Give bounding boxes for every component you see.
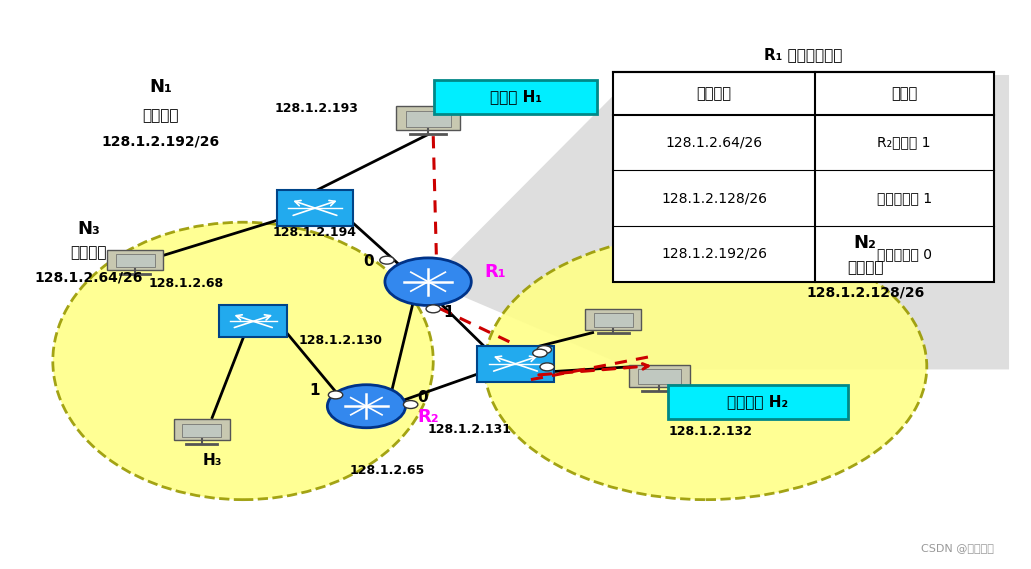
Circle shape xyxy=(533,349,547,357)
FancyBboxPatch shape xyxy=(174,419,230,440)
Text: 128.1.2.128/26: 128.1.2.128/26 xyxy=(661,191,767,205)
Text: R₂: R₂ xyxy=(418,408,439,426)
FancyBboxPatch shape xyxy=(613,72,994,282)
Text: CSDN @盒马盒马: CSDN @盒马盒马 xyxy=(921,543,994,554)
FancyBboxPatch shape xyxy=(115,254,155,267)
Text: 网络前缀: 网络前缀 xyxy=(846,260,884,275)
Text: 下一跳: 下一跳 xyxy=(891,86,918,101)
Text: 128.1.2.64/26: 128.1.2.64/26 xyxy=(665,135,763,150)
Text: H₃: H₃ xyxy=(202,452,222,468)
Text: 目的主机 H₂: 目的主机 H₂ xyxy=(727,394,789,409)
Ellipse shape xyxy=(53,222,433,500)
Text: 直接，接口 0: 直接，接口 0 xyxy=(876,247,932,261)
Text: 源主机 H₁: 源主机 H₁ xyxy=(490,89,541,105)
Text: 128.1.2.193: 128.1.2.193 xyxy=(274,102,358,115)
Text: 128.1.2.128/26: 128.1.2.128/26 xyxy=(806,286,924,300)
FancyBboxPatch shape xyxy=(638,369,680,384)
Text: 网络前缀: 网络前缀 xyxy=(142,108,179,123)
Text: 0: 0 xyxy=(418,390,428,405)
Text: 128.1.2.131: 128.1.2.131 xyxy=(427,423,511,436)
Text: 128.1.2.192/26: 128.1.2.192/26 xyxy=(102,135,220,149)
Text: R₂，接口 1: R₂，接口 1 xyxy=(877,135,931,150)
FancyBboxPatch shape xyxy=(107,250,163,270)
Text: 128.1.2.132: 128.1.2.132 xyxy=(669,424,753,438)
Text: N₂: N₂ xyxy=(854,234,876,251)
FancyBboxPatch shape xyxy=(277,190,353,226)
FancyBboxPatch shape xyxy=(220,306,288,337)
FancyBboxPatch shape xyxy=(594,314,633,327)
Text: N₃: N₃ xyxy=(77,220,100,237)
FancyBboxPatch shape xyxy=(396,106,460,130)
Text: 128.1.2.194: 128.1.2.194 xyxy=(273,226,357,240)
Polygon shape xyxy=(428,75,1009,369)
Circle shape xyxy=(426,305,440,313)
Text: 1: 1 xyxy=(443,305,454,320)
Circle shape xyxy=(403,401,418,409)
Circle shape xyxy=(327,385,405,428)
Text: 128.1.2.130: 128.1.2.130 xyxy=(299,334,383,347)
FancyBboxPatch shape xyxy=(477,345,554,382)
Circle shape xyxy=(379,256,394,264)
FancyBboxPatch shape xyxy=(434,80,597,114)
Text: 0: 0 xyxy=(363,254,374,269)
FancyBboxPatch shape xyxy=(405,111,451,127)
Text: 128.1.2.68: 128.1.2.68 xyxy=(148,277,224,290)
Text: 128.1.2.65: 128.1.2.65 xyxy=(350,464,425,477)
FancyBboxPatch shape xyxy=(586,309,641,330)
Text: 直接，接口 1: 直接，接口 1 xyxy=(876,191,932,205)
Text: N₁: N₁ xyxy=(149,78,172,96)
FancyBboxPatch shape xyxy=(668,385,847,419)
Text: 128.1.2.192/26: 128.1.2.192/26 xyxy=(661,247,767,261)
Circle shape xyxy=(540,363,555,371)
Text: 网络前缀: 网络前缀 xyxy=(697,86,732,101)
Text: R₁: R₁ xyxy=(485,263,506,281)
Text: R₁ 的部分转发表: R₁ 的部分转发表 xyxy=(764,47,842,62)
Text: 网络前缀: 网络前缀 xyxy=(70,245,107,261)
Ellipse shape xyxy=(485,233,927,500)
Circle shape xyxy=(328,391,342,399)
Text: 128.1.2.64/26: 128.1.2.64/26 xyxy=(35,270,143,284)
FancyBboxPatch shape xyxy=(629,365,690,387)
Circle shape xyxy=(537,345,552,353)
Text: 1: 1 xyxy=(309,383,321,398)
Circle shape xyxy=(385,258,471,306)
FancyBboxPatch shape xyxy=(182,424,222,437)
